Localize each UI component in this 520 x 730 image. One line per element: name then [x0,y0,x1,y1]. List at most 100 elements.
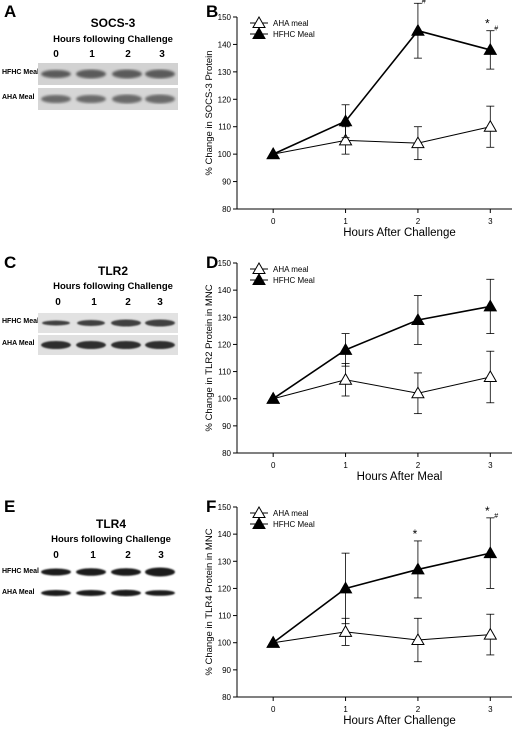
y-tick-label: 80 [222,693,231,702]
y-axis-label: % Change in TLR2 Protein in MNC [204,284,215,431]
series-line-hfhc [272,29,491,155]
panel-letter-f: F [206,497,217,516]
panel-letter-d: D [206,253,219,272]
y-tick-label: 90 [222,422,231,431]
y-tick-label: 110 [218,368,231,377]
data-point-aha [338,372,353,385]
panel-letter-e: E [4,497,16,516]
blot-subtitle-c: Hours following Challenge [53,281,173,292]
y-tick-label: 80 [222,205,231,214]
blot-title-tlr2: TLR2 [98,264,128,278]
blot-strip-hfhc [38,63,178,85]
x-tick-label: 0 [271,461,276,470]
x-tick-label: 2 [416,705,421,714]
data-point-hfhc [338,114,353,127]
lane-label: 3 [157,297,163,308]
blot-title-socs3: SOCS-3 [90,16,136,30]
y-tick-label: 140 [218,530,232,539]
data-point-aha [411,632,425,645]
y-tick-label: 100 [218,395,232,404]
y-tick-label: 150 [218,503,232,512]
blot-strip-aha [38,88,178,110]
lane-label: 2 [125,550,131,561]
panel-letter-a: A [4,2,17,21]
x-tick-label: 3 [488,705,493,714]
legend-marker [252,261,266,274]
lane-label: 1 [89,49,95,60]
data-point-hfhc [411,23,425,36]
blot-strip-hfhc [41,567,175,577]
series-line-aha [273,126,491,155]
y-tick-label: 110 [218,123,231,132]
x-tick-label: 1 [343,705,348,714]
y-tick-label: 130 [218,557,232,566]
significance-star: * [413,527,418,541]
blot-row-label-hfhc: HFHC Meal [2,318,39,325]
data-point-aha [411,136,425,149]
blot-strip-hfhc [38,313,178,333]
y-axis-label: % Change in TLR4 Protein in MNC [204,528,215,675]
data-point-hfhc [266,635,281,648]
significance-hash: # [494,513,498,520]
series-line-hfhc [272,305,491,400]
data-point-hfhc [411,312,425,325]
lane-label: 1 [90,550,96,561]
y-tick-label: 90 [222,178,231,187]
y-tick-label: 140 [218,286,232,295]
legend-entry: AHA meal [273,265,309,274]
data-point-hfhc [338,342,353,355]
data-point-hfhc [483,546,498,559]
x-axis-label: Hours After Challenge [343,715,456,727]
blot-subtitle-a: Hours following Challenge [53,34,173,45]
x-tick-label: 3 [488,217,493,226]
data-point-aha [338,133,353,146]
legend-entry: HFHC Meal [273,276,315,285]
significance-star: * [413,0,418,3]
series-line-aha [273,631,491,644]
panel-letter-c: C [4,253,17,272]
y-axis-label: % Change in SOCS-3 Protein [204,50,215,175]
chart-d: 80 90 100 110 120 130 140 150 0 1 2 3 Hours After Me… [204,259,512,483]
significance-hash: # [422,0,426,5]
y-tick-label: 110 [218,612,231,621]
y-tick-label: 130 [218,313,232,322]
blot-subtitle-e: Hours following Challenge [51,534,171,545]
legend-marker [252,15,266,28]
x-axis-label: Hours After Meal [357,471,443,483]
chart-b: 80 90 100 110 120 130 140 150 0 1 2 3 Hours After Ch… [204,0,512,239]
lane-label: 3 [159,49,165,60]
y-tick-label: 150 [218,259,232,268]
x-axis-label: Hours After Challenge [343,227,456,239]
lane-label: 0 [53,49,59,60]
y-tick-label: 120 [218,584,232,593]
blot-row-label-hfhc: HFHC Meal [2,568,39,575]
lane-label: 2 [125,49,131,60]
data-point-hfhc [483,299,498,312]
y-tick-label: 100 [218,150,232,159]
data-point-hfhc [266,391,281,404]
data-point-hfhc [266,147,281,160]
legend-entry: AHA meal [273,19,309,28]
x-tick-label: 2 [416,217,421,226]
x-tick-label: 2 [416,461,421,470]
y-tick-label: 120 [218,340,232,349]
legend-marker [252,26,266,39]
significance-star: * [485,17,490,31]
blot-row-label-hfhc: HFHC Meal [2,69,39,76]
series-line-aha [273,376,491,400]
data-point-aha [483,627,498,640]
blot-strip-aha [41,589,175,597]
y-tick-label: 140 [218,40,232,49]
blot-row-label-aha: AHA Meal [2,340,35,347]
y-tick-label: 120 [218,95,232,104]
y-tick-label: 130 [218,68,232,77]
legend-marker [252,516,266,529]
data-point-aha [483,369,498,382]
x-tick-label: 1 [343,217,348,226]
x-tick-label: 0 [271,217,276,226]
data-point-hfhc [411,562,425,575]
legend-marker [252,272,266,285]
y-tick-label: 90 [222,666,231,675]
y-tick-label: 150 [218,13,232,22]
